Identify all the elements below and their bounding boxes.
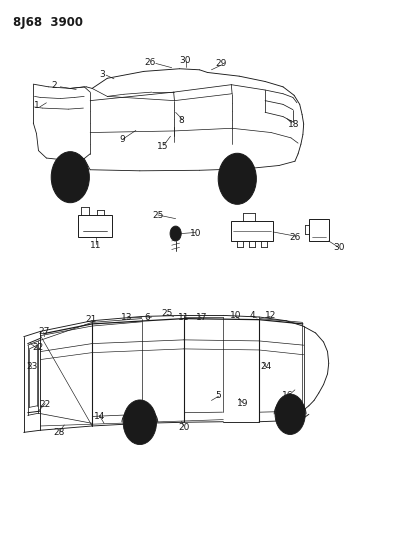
- Text: 29: 29: [216, 59, 227, 68]
- Text: 8: 8: [179, 116, 184, 125]
- Text: 16: 16: [282, 391, 294, 400]
- Text: 10: 10: [190, 229, 201, 238]
- Circle shape: [281, 402, 299, 426]
- Text: 3: 3: [99, 70, 105, 78]
- Text: 25: 25: [152, 212, 164, 221]
- Text: 20: 20: [178, 423, 189, 432]
- Text: 22: 22: [33, 343, 44, 352]
- Circle shape: [275, 394, 305, 434]
- Text: 25: 25: [161, 309, 173, 318]
- Circle shape: [170, 226, 181, 241]
- Circle shape: [287, 410, 293, 418]
- Text: 2: 2: [51, 81, 57, 90]
- Text: 9: 9: [119, 135, 125, 144]
- Text: 22: 22: [40, 400, 51, 409]
- Text: 11: 11: [90, 241, 102, 250]
- Text: 10: 10: [229, 311, 241, 320]
- Text: 23: 23: [27, 362, 38, 371]
- Text: 18: 18: [288, 119, 300, 128]
- Text: 12: 12: [265, 311, 276, 320]
- Text: 21: 21: [86, 315, 97, 324]
- Text: 19: 19: [237, 399, 248, 408]
- FancyBboxPatch shape: [78, 215, 112, 237]
- Circle shape: [130, 409, 150, 435]
- Text: 11: 11: [178, 312, 190, 321]
- FancyBboxPatch shape: [309, 219, 329, 241]
- Circle shape: [218, 154, 257, 204]
- FancyBboxPatch shape: [231, 221, 273, 241]
- Text: 8J68  3900: 8J68 3900: [13, 15, 83, 29]
- Text: 4: 4: [249, 311, 255, 320]
- Text: 13: 13: [121, 312, 133, 321]
- Circle shape: [137, 418, 143, 426]
- Text: 7: 7: [124, 423, 130, 432]
- Text: 1: 1: [34, 101, 40, 110]
- Text: 14: 14: [94, 412, 105, 421]
- Text: 17: 17: [196, 312, 207, 321]
- Text: 5: 5: [216, 391, 221, 400]
- Circle shape: [225, 163, 249, 195]
- Text: 30: 30: [333, 244, 344, 253]
- Text: 6: 6: [144, 312, 150, 321]
- Text: 30: 30: [179, 56, 191, 64]
- Circle shape: [58, 161, 82, 193]
- Text: 24: 24: [261, 362, 272, 371]
- Circle shape: [66, 172, 74, 182]
- Circle shape: [233, 173, 241, 184]
- Circle shape: [51, 152, 89, 203]
- Circle shape: [123, 400, 156, 445]
- Text: 26: 26: [144, 58, 156, 67]
- Text: 27: 27: [38, 327, 49, 336]
- Text: 26: 26: [289, 233, 300, 242]
- Text: 15: 15: [157, 142, 169, 151]
- Text: 28: 28: [54, 428, 65, 437]
